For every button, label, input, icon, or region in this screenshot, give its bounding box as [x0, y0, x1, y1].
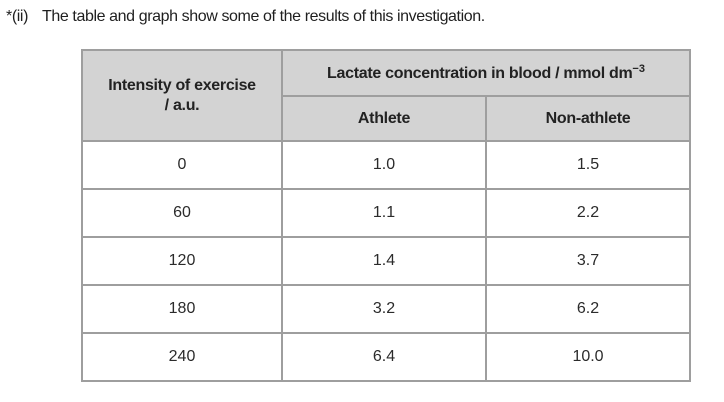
header-intensity-line2: / a.u.: [164, 96, 200, 114]
cell-athlete: 3.2: [281, 284, 487, 334]
question-number: *(ii): [6, 8, 28, 25]
results-table: Intensity of exercise / a.u. Lactate con…: [81, 49, 692, 382]
table-row: 180 3.2 6.2: [81, 284, 692, 334]
cell-intensity: 240: [81, 332, 283, 382]
header-intensity-line1: Intensity of exercise: [108, 76, 256, 94]
cell-non-athlete: 6.2: [484, 284, 692, 334]
cell-athlete: 1.0: [281, 140, 487, 190]
header-lactate: Lactate concentration in blood / mmol dm…: [280, 49, 692, 97]
header-lactate-label: Lactate concentration in blood / mmol dm: [327, 65, 633, 82]
table-header-row-2: Athlete Non-athlete: [82, 95, 692, 142]
table-header-row-1: Intensity of exercise / a.u. Lactate con…: [81, 49, 692, 142]
question-line: *(ii) The table and graph show some of th…: [6, 8, 485, 26]
question-text: The table and graph show some of the res…: [42, 8, 485, 25]
cell-intensity: 120: [81, 236, 283, 286]
header-non-athlete: Non-athlete: [484, 95, 692, 142]
cell-non-athlete: 2.2: [484, 188, 692, 238]
header-lactate-superscript: −3: [632, 63, 645, 75]
table-row: 0 1.0 1.5: [81, 140, 692, 190]
cell-intensity: 0: [81, 140, 283, 190]
cell-athlete: 1.4: [281, 236, 487, 286]
cell-non-athlete: 10.0: [484, 332, 692, 382]
cell-intensity: 180: [81, 284, 283, 334]
cell-non-athlete: 1.5: [484, 140, 692, 190]
cell-athlete: 1.1: [281, 188, 487, 238]
table-row: 240 6.4 10.0: [81, 332, 692, 382]
header-intensity: Intensity of exercise / a.u.: [81, 49, 283, 142]
cell-non-athlete: 3.7: [484, 236, 692, 286]
table-row: 120 1.4 3.7: [81, 236, 692, 286]
table-row: 60 1.1 2.2: [81, 188, 692, 238]
cell-athlete: 6.4: [281, 332, 487, 382]
header-athlete: Athlete: [281, 95, 487, 142]
cell-intensity: 60: [81, 188, 283, 238]
